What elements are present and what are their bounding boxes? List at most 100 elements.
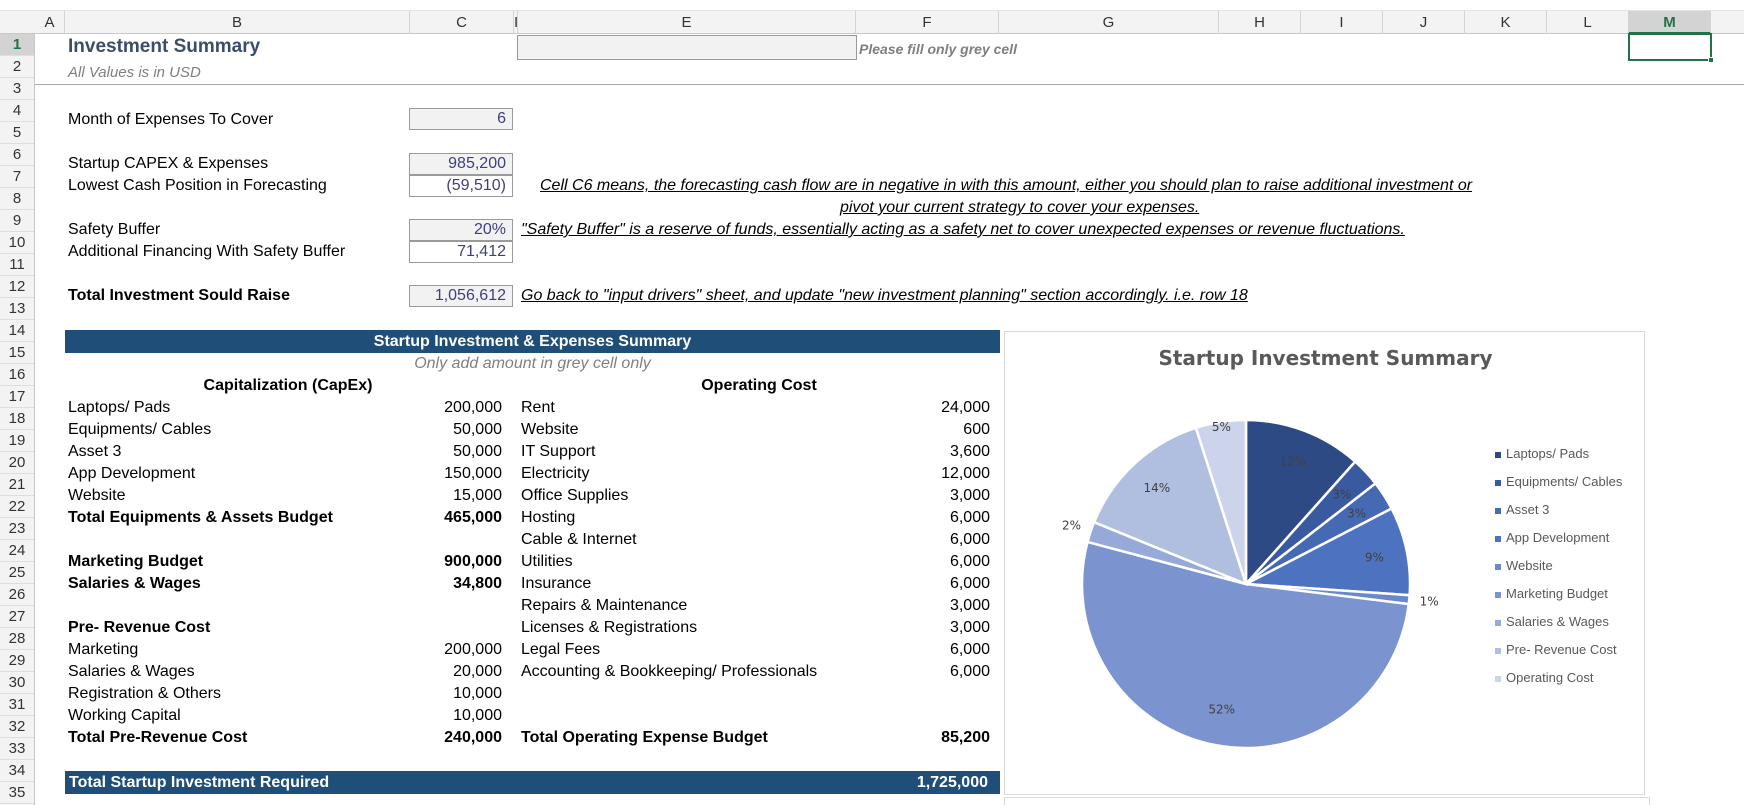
capex-item-value[interactable]: 50,000 bbox=[453, 421, 502, 438]
row-header-12[interactable]: 12 bbox=[0, 276, 34, 298]
column-header-g[interactable]: G bbox=[999, 11, 1219, 34]
column-header-j[interactable]: J bbox=[1383, 11, 1465, 34]
row-header-15[interactable]: 15 bbox=[0, 342, 34, 364]
pie-chart[interactable]: Startup Investment Summary 12% 3% 3% 9% 1% 52… bbox=[1004, 331, 1645, 795]
legend-label-7: Pre- Revenue Cost bbox=[1506, 642, 1617, 657]
row-header-1[interactable]: 1 bbox=[0, 34, 34, 56]
column-header-c[interactable]: C bbox=[410, 11, 514, 34]
legend-entry-3[interactable]: App Development bbox=[1495, 530, 1609, 545]
row-header-33[interactable]: 33 bbox=[0, 738, 34, 760]
row-header-7[interactable]: 7 bbox=[0, 166, 34, 188]
row-header-20[interactable]: 20 bbox=[0, 452, 34, 474]
row-header-25[interactable]: 25 bbox=[0, 562, 34, 584]
opex-item-value[interactable]: 24,000 bbox=[941, 399, 990, 416]
capex-item-value[interactable]: 34,800 bbox=[453, 575, 502, 592]
months-input[interactable]: 6 bbox=[409, 108, 513, 130]
row-header-14[interactable]: 14 bbox=[0, 320, 34, 342]
legend-entry-5[interactable]: Marketing Budget bbox=[1495, 586, 1608, 601]
opex-item-value[interactable]: 85,200 bbox=[941, 729, 990, 746]
row-header-9[interactable]: 9 bbox=[0, 210, 34, 232]
opex-item-value[interactable]: 3,000 bbox=[949, 619, 990, 636]
opex-item-value[interactable]: 6,000 bbox=[949, 575, 990, 592]
opex-item-value[interactable]: 3,600 bbox=[949, 443, 990, 460]
opex-item-value[interactable]: 6,000 bbox=[949, 553, 990, 570]
column-header-k[interactable]: K bbox=[1465, 11, 1547, 34]
legend-swatch-7 bbox=[1495, 647, 1501, 654]
row-header-32[interactable]: 32 bbox=[0, 716, 34, 738]
grand-total-bar: Total Startup Investment Required 1,725,… bbox=[65, 771, 1000, 794]
row-header-17[interactable]: 17 bbox=[0, 386, 34, 408]
row-header-2[interactable]: 2 bbox=[0, 56, 34, 78]
safety-buffer-input[interactable]: 20% bbox=[409, 219, 513, 241]
row-header-13[interactable]: 13 bbox=[0, 298, 34, 320]
row-header-3[interactable]: 3 bbox=[0, 78, 34, 100]
opex-item-value[interactable]: 6,000 bbox=[949, 663, 990, 680]
capex-value[interactable]: 985,200 bbox=[409, 153, 513, 175]
fill-handle[interactable] bbox=[1708, 57, 1714, 63]
row-header-28[interactable]: 28 bbox=[0, 628, 34, 650]
row-header-10[interactable]: 10 bbox=[0, 232, 34, 254]
row-header-16[interactable]: 16 bbox=[0, 364, 34, 386]
row-header-26[interactable]: 26 bbox=[0, 584, 34, 606]
capex-item-value[interactable]: 150,000 bbox=[444, 465, 502, 482]
capex-item-value[interactable]: 200,000 bbox=[444, 641, 502, 658]
row-header-35[interactable]: 35 bbox=[0, 782, 34, 804]
row-header-4[interactable]: 4 bbox=[0, 100, 34, 122]
opex-item-value[interactable]: 6,000 bbox=[949, 509, 990, 526]
legend-entry-6[interactable]: Salaries & Wages bbox=[1495, 614, 1609, 629]
row-header-34[interactable]: 34 bbox=[0, 760, 34, 782]
opex-item-value[interactable]: 3,000 bbox=[949, 597, 990, 614]
row-header-27[interactable]: 27 bbox=[0, 606, 34, 628]
column-header-b[interactable]: B bbox=[65, 11, 410, 34]
column-header-l[interactable]: L bbox=[1547, 11, 1629, 34]
capex-item-value[interactable]: 200,000 bbox=[444, 399, 502, 416]
opex-item-label: Accounting & Bookkeeping/ Professionals bbox=[521, 663, 818, 680]
row-header-11[interactable]: 11 bbox=[0, 254, 34, 276]
pie-slice-0[interactable] bbox=[1244, 418, 1357, 588]
capex-item-value[interactable]: 900,000 bbox=[444, 553, 502, 570]
legend-entry-2[interactable]: Asset 3 bbox=[1495, 502, 1549, 517]
row-header-30[interactable]: 30 bbox=[0, 672, 34, 694]
legend-entry-4[interactable]: Website bbox=[1495, 558, 1553, 573]
column-header-m[interactable]: M bbox=[1629, 11, 1711, 34]
capex-item-value[interactable]: 10,000 bbox=[453, 685, 502, 702]
legend-entry-7[interactable]: Pre- Revenue Cost bbox=[1495, 642, 1617, 657]
row-header-22[interactable]: 22 bbox=[0, 496, 34, 518]
opex-item-value[interactable]: 3,000 bbox=[949, 487, 990, 504]
capex-item-value[interactable]: 240,000 bbox=[444, 729, 502, 746]
capex-item-value[interactable]: 10,000 bbox=[453, 707, 502, 724]
row-header-29[interactable]: 29 bbox=[0, 650, 34, 672]
row-header-31[interactable]: 31 bbox=[0, 694, 34, 716]
row-header-18[interactable]: 18 bbox=[0, 408, 34, 430]
pie-slice-5[interactable] bbox=[1080, 540, 1411, 750]
opex-item-value[interactable]: 12,000 bbox=[941, 465, 990, 482]
column-header-i[interactable]: I bbox=[514, 11, 518, 34]
row-header-24[interactable]: 24 bbox=[0, 540, 34, 562]
row-header-23[interactable]: 23 bbox=[0, 518, 34, 540]
column-header-h[interactable]: H bbox=[1219, 11, 1301, 34]
grey-input-cell-example[interactable] bbox=[517, 35, 857, 60]
opex-item-value[interactable]: 600 bbox=[963, 421, 990, 438]
legend-entry-1[interactable]: Equipments/ Cables bbox=[1495, 474, 1622, 489]
legend-entry-0[interactable]: Laptops/ Pads bbox=[1495, 446, 1589, 461]
pie-slice-8[interactable] bbox=[1194, 418, 1248, 585]
row-header-8[interactable]: 8 bbox=[0, 188, 34, 210]
row-header-21[interactable]: 21 bbox=[0, 474, 34, 496]
column-header-a[interactable]: A bbox=[35, 11, 65, 34]
capex-item-value[interactable]: 465,000 bbox=[444, 509, 502, 526]
pie-slice-3[interactable] bbox=[1241, 506, 1412, 597]
active-cell-m1[interactable] bbox=[1628, 33, 1712, 61]
column-header-i[interactable]: I bbox=[1301, 11, 1383, 34]
row-header-6[interactable]: 6 bbox=[0, 144, 34, 166]
row-header-19[interactable]: 19 bbox=[0, 430, 34, 452]
summary-band: Startup Investment & Expenses Summary bbox=[65, 330, 1000, 353]
opex-item-value[interactable]: 6,000 bbox=[949, 641, 990, 658]
capex-item-value[interactable]: 15,000 bbox=[453, 487, 502, 504]
legend-entry-8[interactable]: Operating Cost bbox=[1495, 670, 1593, 685]
column-header-e[interactable]: E bbox=[518, 11, 856, 34]
column-header-f[interactable]: F bbox=[856, 11, 999, 34]
row-header-5[interactable]: 5 bbox=[0, 122, 34, 144]
capex-item-value[interactable]: 50,000 bbox=[453, 443, 502, 460]
opex-item-value[interactable]: 6,000 bbox=[949, 531, 990, 548]
capex-item-value[interactable]: 20,000 bbox=[453, 663, 502, 680]
